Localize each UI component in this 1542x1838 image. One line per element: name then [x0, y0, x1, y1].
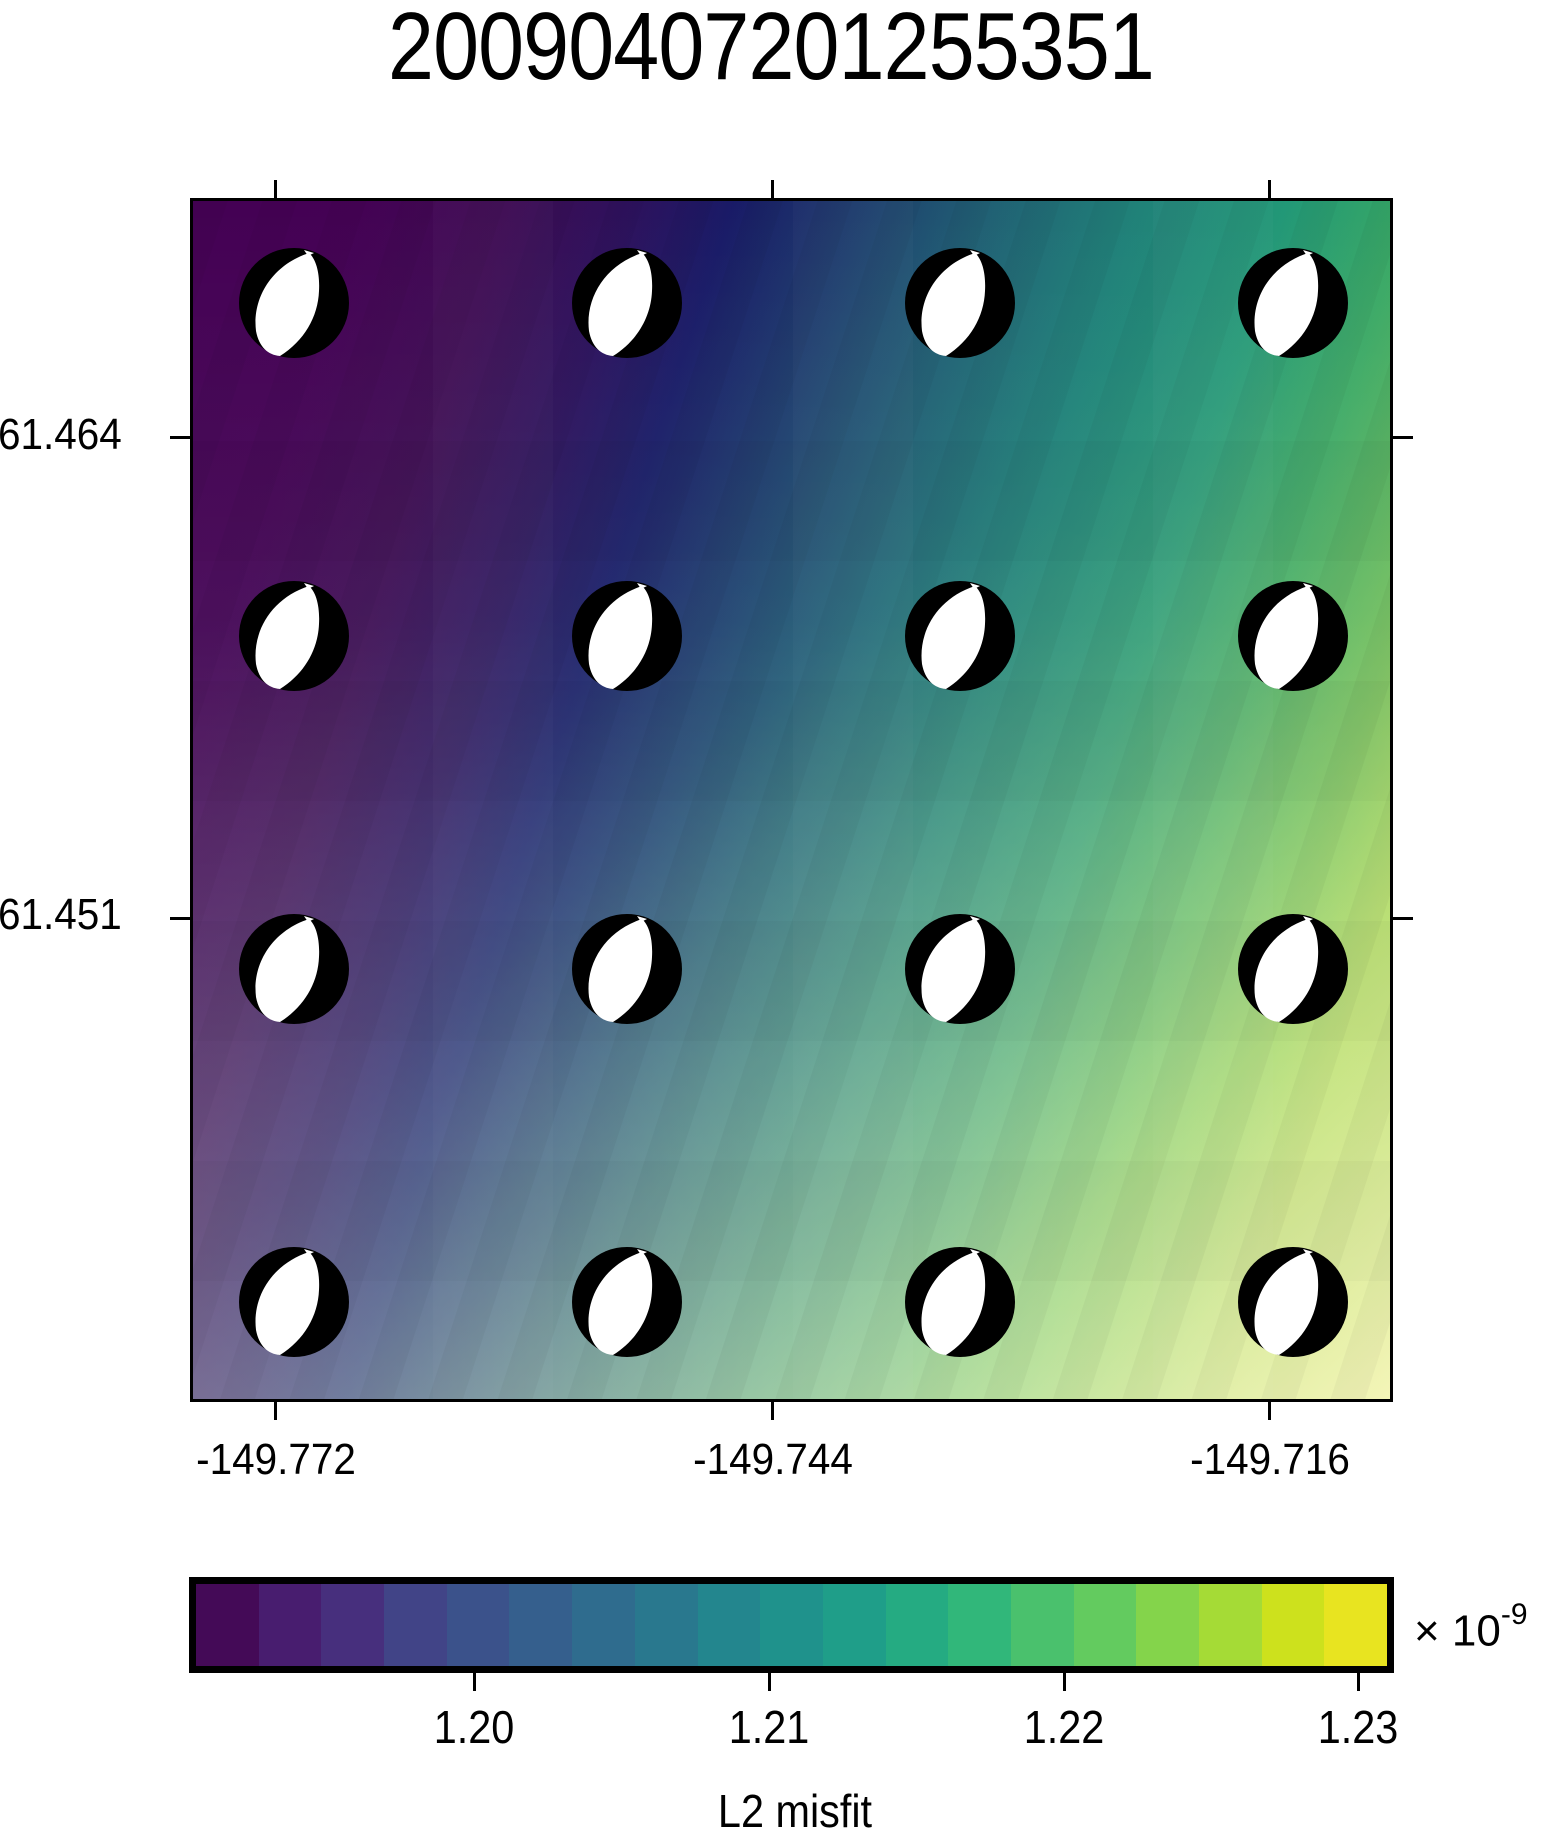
beachball-icon [239, 1247, 349, 1357]
colorbar-swatch [760, 1584, 823, 1666]
colorbar-tick-label: 1.21 [728, 1701, 810, 1753]
right-tick [1393, 917, 1413, 920]
top-tick [274, 180, 277, 198]
colorbar-swatch [196, 1584, 259, 1666]
colorbar-swatch [1199, 1584, 1262, 1666]
colorbar-tick-label: 1.22 [1023, 1701, 1105, 1753]
beachball-icon [572, 914, 682, 1024]
colorbar-swatch [572, 1584, 635, 1666]
colorbar-swatch [258, 1584, 322, 1666]
colorbar-multiplier: × 10-9 [1414, 1598, 1528, 1657]
beachball-icon [905, 581, 1015, 691]
beachball-icon [1238, 1247, 1348, 1357]
chart-title: 20090407201255351 [388, 0, 1155, 100]
colorbar-swatch [948, 1584, 1011, 1666]
bottom-tick [1268, 1402, 1271, 1420]
colorbar-swatch [1010, 1584, 1074, 1666]
right-tick [1393, 436, 1413, 439]
colorbar-label: L2 misfit [717, 1785, 873, 1837]
colorbar-tick [1063, 1673, 1066, 1691]
top-tick [1268, 180, 1271, 198]
colorbar-swatch [384, 1584, 447, 1666]
colorbar-swatch [1073, 1584, 1137, 1666]
colorbar-tick [1357, 1673, 1360, 1691]
x-tick-label: -149.744 [693, 1435, 853, 1484]
bottom-tick [771, 1402, 774, 1420]
colorbar [189, 1577, 1394, 1673]
beachball-icon [239, 581, 349, 691]
x-tick-label: -149.716 [1190, 1435, 1350, 1484]
colorbar-tick-label: 1.20 [433, 1701, 515, 1753]
colorbar-tick [473, 1673, 476, 1691]
colorbar-tick [768, 1673, 771, 1691]
colorbar-swatch [1261, 1584, 1325, 1666]
beachball-icon [1238, 581, 1348, 691]
colorbar-multiplier-base: × 10 [1414, 1606, 1501, 1656]
y-tick-label: 61.451 [0, 890, 122, 939]
focal-mechanism-grid [239, 248, 1348, 1357]
colorbar-swatch [321, 1584, 385, 1666]
beachball-icon [1238, 248, 1348, 358]
beachball-icon [905, 248, 1015, 358]
y-tick-label: 61.464 [0, 410, 122, 459]
bottom-tick [274, 1402, 277, 1420]
beachball-icon [572, 581, 682, 691]
colorbar-swatch [822, 1584, 886, 1666]
colorbar-swatch [509, 1584, 573, 1666]
top-tick [771, 180, 774, 198]
misfit-contour-field [193, 201, 1390, 1399]
colorbar-swatch [885, 1584, 949, 1666]
colorbar-swatch [697, 1584, 761, 1666]
beachball-icon [905, 1247, 1015, 1357]
beachball-icon [905, 914, 1015, 1024]
left-tick [170, 917, 190, 920]
left-tick [170, 436, 190, 439]
misfit-map [190, 198, 1393, 1402]
colorbar-swatch [634, 1584, 698, 1666]
beachball-icon [572, 1247, 682, 1357]
beachball-icon [572, 248, 682, 358]
colorbar-tick-label: 1.23 [1317, 1701, 1399, 1753]
colorbar-multiplier-exponent: -9 [1500, 1598, 1528, 1631]
colorbar-swatch [446, 1584, 510, 1666]
colorbar-swatch [1136, 1584, 1199, 1666]
beachball-icon [239, 914, 349, 1024]
x-tick-label: -149.772 [196, 1435, 356, 1484]
colorbar-swatch [1324, 1584, 1388, 1666]
beachball-icon [239, 248, 349, 358]
beachball-icon [1238, 914, 1348, 1024]
